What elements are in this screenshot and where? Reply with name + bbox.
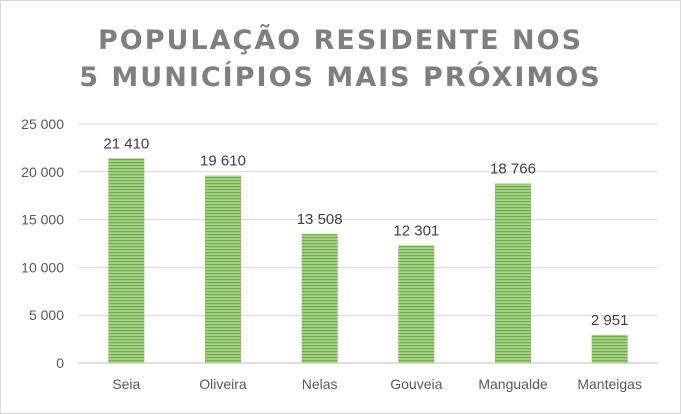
bar-seia	[108, 158, 145, 363]
bar-nelas	[301, 233, 338, 363]
data-label: 18 766	[490, 161, 536, 178]
y-tick-label: 5 000	[29, 307, 64, 323]
bar-oliveira	[205, 175, 241, 363]
y-tick-label: 10 000	[21, 259, 64, 275]
x-tick-label: Mangualde	[478, 376, 547, 392]
x-tick-label: Gouveia	[390, 376, 442, 392]
data-label: 13 508	[297, 211, 343, 228]
chart-title: POPULAÇÃO RESIDENTE NOS 5 MUNICÍPIOS MAI…	[0, 22, 681, 96]
y-tick-label: 20 000	[21, 164, 64, 180]
y-tick-label: 25 000	[21, 116, 64, 132]
data-label: 19 610	[200, 153, 246, 170]
x-tick-label: Seia	[112, 376, 140, 392]
bar-mangualde	[495, 183, 531, 363]
title-line-1: POPULAÇÃO RESIDENTE NOS	[97, 25, 584, 56]
title-line-2: 5 MUNICÍPIOS MAIS PRÓXIMOS	[79, 62, 602, 93]
data-label: 12 301	[393, 222, 439, 239]
x-tick-label: Oliveira	[199, 376, 247, 392]
bar-manteigas	[591, 334, 628, 363]
y-tick-label: 0	[56, 355, 64, 371]
data-label: 21 410	[103, 135, 149, 152]
bar-gouveia	[398, 245, 435, 363]
y-tick-label: 15 000	[21, 212, 64, 228]
x-tick-label: Manteigas	[577, 376, 642, 392]
data-label: 2 951	[591, 312, 629, 329]
x-tick-label: Nelas	[302, 376, 338, 392]
